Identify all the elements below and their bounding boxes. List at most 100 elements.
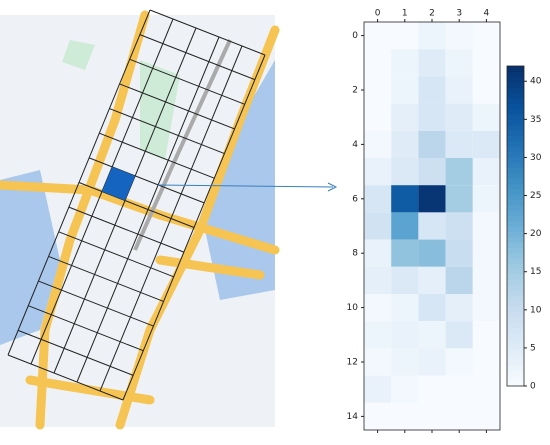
x-tick-label: 2 xyxy=(429,9,435,19)
highlight-cell xyxy=(102,166,136,201)
cell xyxy=(364,130,392,158)
cell xyxy=(418,49,446,77)
cell xyxy=(418,402,446,430)
cell xyxy=(445,402,473,430)
x-tick-label: 4 xyxy=(484,9,490,19)
cell xyxy=(364,22,392,50)
colorbar-segment xyxy=(507,183,524,190)
colorbar-segment xyxy=(507,199,524,206)
cell xyxy=(472,402,500,430)
cell xyxy=(472,76,500,104)
colorbar-segment xyxy=(507,124,524,131)
y-tick-label: 14 xyxy=(347,412,359,422)
colorbar-segment xyxy=(507,338,524,344)
water xyxy=(0,170,60,345)
grid-line-map xyxy=(119,83,235,130)
cell xyxy=(391,185,419,213)
colorbar-segment xyxy=(507,252,524,259)
grid-line-map xyxy=(149,9,266,56)
colorbar-segment xyxy=(507,92,524,99)
colorbar-segment xyxy=(507,370,524,376)
cell xyxy=(391,402,419,430)
cell xyxy=(472,130,500,158)
cell xyxy=(391,348,419,376)
colorbar-segment xyxy=(507,135,524,142)
colorbar-segment xyxy=(507,284,524,291)
cell xyxy=(418,321,446,349)
cell xyxy=(472,375,500,403)
cell xyxy=(445,321,473,349)
colorbar-segment xyxy=(507,343,524,350)
colorbar-segment xyxy=(507,76,524,83)
cell xyxy=(472,103,500,131)
cell xyxy=(364,103,392,131)
grid-line-map xyxy=(48,255,164,302)
arrow-head xyxy=(327,182,338,192)
grid-line-map xyxy=(7,354,124,401)
cell xyxy=(364,321,392,349)
colorbar-segment xyxy=(507,130,524,136)
colorbar-segment xyxy=(507,348,524,355)
colorbar-segment xyxy=(507,258,524,264)
colorbar-segment xyxy=(507,279,524,286)
grid-line-map xyxy=(88,157,205,204)
cell xyxy=(364,266,392,294)
cell xyxy=(364,212,392,240)
cell xyxy=(472,321,500,349)
cell xyxy=(472,294,500,322)
colorbar-segment xyxy=(507,210,524,216)
cell xyxy=(445,130,473,158)
colorbar-frame xyxy=(506,65,525,387)
cell xyxy=(418,185,446,213)
colorbar-tick-label: 40 xyxy=(530,77,542,87)
colorbar-segment xyxy=(507,354,524,360)
colorbar-tick-label: 0 xyxy=(530,382,536,392)
colorbar-segment xyxy=(507,322,524,328)
cell xyxy=(364,239,392,267)
colorbar-segment xyxy=(507,242,524,248)
cell xyxy=(445,76,473,104)
colorbar-segment xyxy=(507,178,524,184)
y-tick-label: 0 xyxy=(352,31,358,41)
cell xyxy=(364,76,392,104)
cell xyxy=(418,294,446,322)
colorbar-segment xyxy=(507,247,524,254)
cell xyxy=(445,158,473,186)
cell xyxy=(391,294,419,322)
grid-line-map xyxy=(68,206,185,253)
cell xyxy=(445,294,473,322)
colorbar-segment xyxy=(507,375,524,382)
rail xyxy=(133,39,232,251)
cell xyxy=(472,266,500,294)
cell xyxy=(445,375,473,403)
cell xyxy=(418,375,446,403)
cell xyxy=(445,348,473,376)
cell xyxy=(472,158,500,186)
cell xyxy=(391,239,419,267)
colorbar-segment xyxy=(507,194,524,200)
colorbar-segment xyxy=(507,268,524,275)
colorbar-segment xyxy=(507,162,524,168)
cell xyxy=(445,22,473,50)
colorbar-segment xyxy=(507,140,524,147)
cell xyxy=(472,22,500,50)
cell xyxy=(364,375,392,403)
colorbar-segment xyxy=(507,226,524,232)
cell xyxy=(418,22,446,50)
roads xyxy=(0,10,280,430)
grid-line-map xyxy=(109,108,225,155)
colorbar-tick-label: 30 xyxy=(530,153,542,163)
colorbar-segment xyxy=(507,236,524,243)
cell xyxy=(445,103,473,131)
y-tick-label: 2 xyxy=(352,86,358,96)
cell xyxy=(418,158,446,186)
cell xyxy=(472,239,500,267)
colorbar-segment xyxy=(507,274,524,280)
x-tick-label: 1 xyxy=(402,9,408,19)
y-tick-label: 12 xyxy=(347,358,358,368)
cell xyxy=(445,239,473,267)
grid-line-map xyxy=(38,280,154,327)
colorbar-segment xyxy=(507,204,524,211)
colorbar-segment xyxy=(507,306,524,312)
